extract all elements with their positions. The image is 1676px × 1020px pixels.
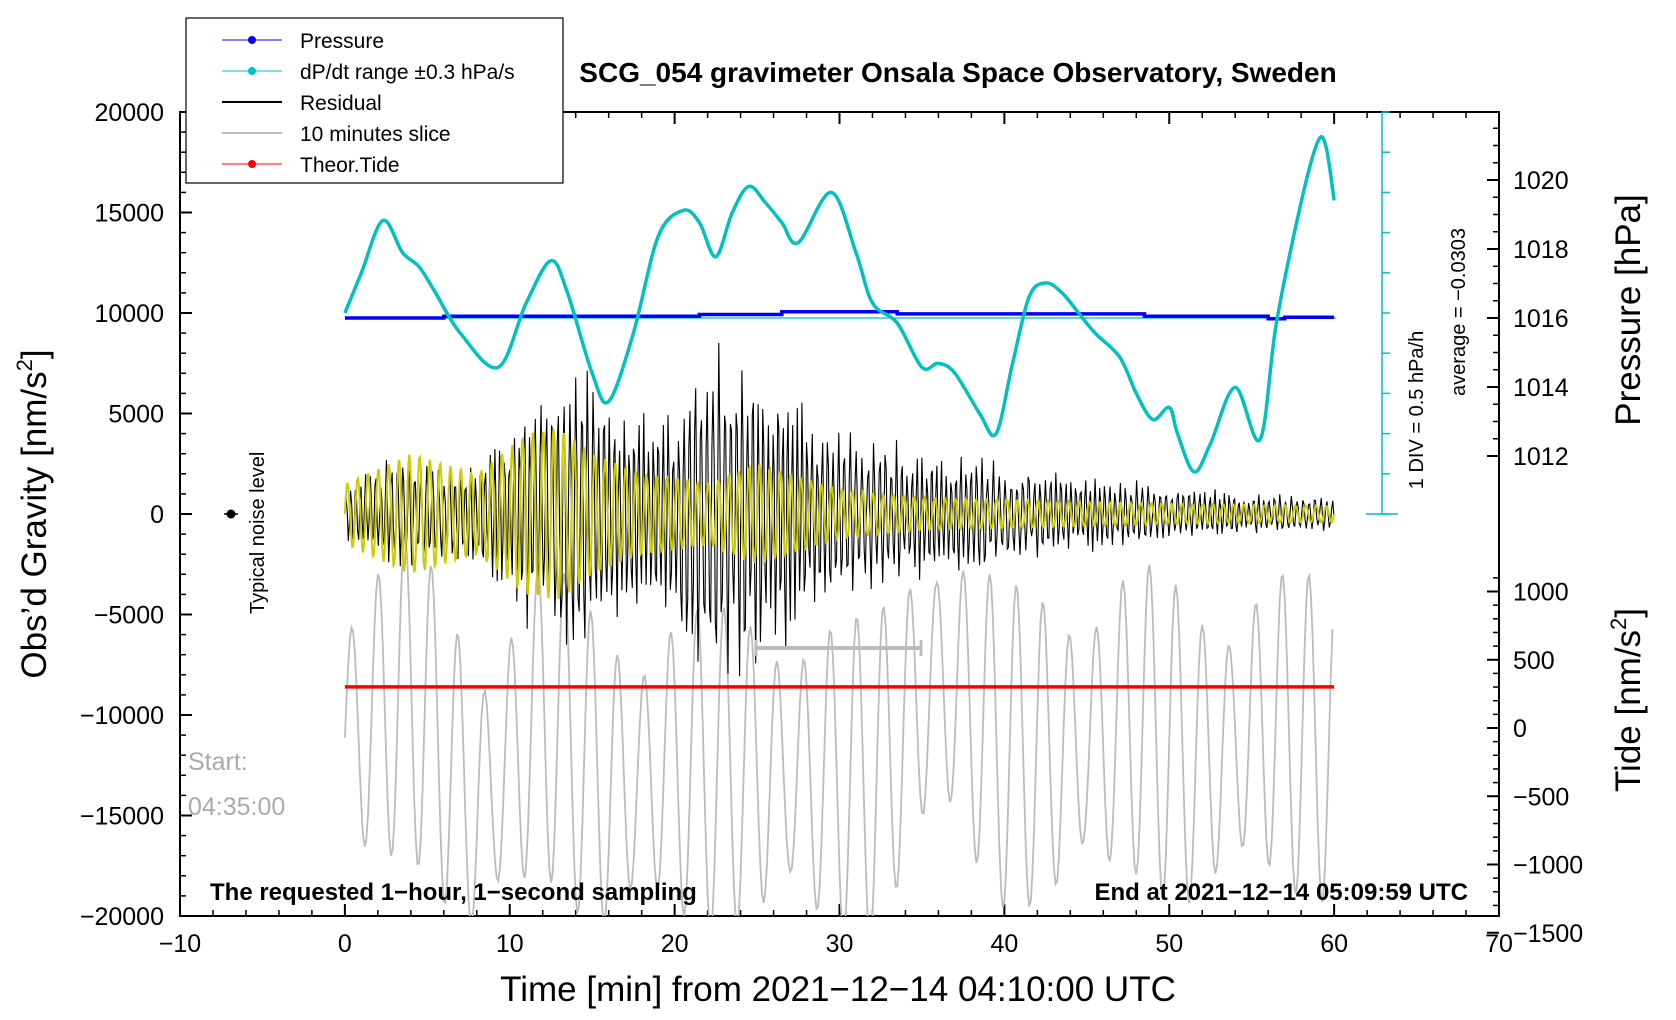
legend-item-pressure: Pressure <box>222 30 384 53</box>
legend-item-slice: 10 minutes slice <box>222 123 451 146</box>
legend-item-tide: Theor.Tide <box>222 154 400 177</box>
start-time: 04:35:00 <box>188 793 285 821</box>
x-tick-label: 60 <box>1320 930 1348 958</box>
legend-label-pressure: Pressure <box>300 30 384 53</box>
tide-tick-label: −500 <box>1513 783 1569 811</box>
x-tick-label: 40 <box>990 930 1018 958</box>
x-tick-label: 50 <box>1155 930 1183 958</box>
tide-axis-label-end: ] <box>1609 608 1648 618</box>
sampling-note: The requested 1−hour, 1−second sampling <box>210 879 697 906</box>
y-axis-gravity: 20000 15000 10000 5000 0 −5000 −10000 −15000 −20… <box>80 99 192 931</box>
filtered-series-line <box>343 428 1336 600</box>
y-tick-label: 0 <box>150 501 164 529</box>
legend: Pressure dP/dt range ±0.3 hPa/s Residual… <box>185 17 564 184</box>
y-axis-tide: 1000 500 0 −500 −1000 −1500 <box>1487 577 1583 948</box>
pressure-tick-label: 1012 <box>1513 443 1569 471</box>
x-tick-label: 20 <box>661 930 689 958</box>
scale-division-label: 1 DIV = 0.5 hPa/h <box>1406 331 1428 489</box>
y-axis-label: Obs’d Gravity [nm/s2] <box>12 349 54 678</box>
dpdt-series-line <box>343 135 1336 474</box>
x-tick-label: −10 <box>159 930 201 958</box>
y-tick-label: −15000 <box>80 803 164 831</box>
pressure-tick-label: 1016 <box>1513 305 1569 333</box>
slice-series-line <box>344 531 1334 916</box>
legend-label-tide: Theor.Tide <box>300 154 400 177</box>
y-tick-label: 20000 <box>94 99 164 127</box>
legend-label-residual: Residual <box>300 92 382 115</box>
pressure-tick-label: 1014 <box>1513 374 1569 402</box>
y-axis-label-main: Obs’d Gravity [nm/s <box>15 371 54 678</box>
tide-axis-label: Tide [nm/s2] <box>1606 608 1648 792</box>
tide-axis-label-main: Tide [nm/s <box>1609 630 1648 792</box>
y-tick-label: 5000 <box>108 401 164 429</box>
tide-tick-label: 1000 <box>1513 579 1569 607</box>
x-tick-label: 10 <box>496 930 524 958</box>
legend-item-dpdt: dP/dt range ±0.3 hPa/s <box>222 61 515 84</box>
y-axis-pressure: 1020 1018 1016 1014 1012 <box>1487 127 1569 471</box>
pressure-series-line <box>344 310 1335 321</box>
y-axis-label-sup: 2 <box>12 359 37 371</box>
pressure-axis-label: Pressure [hPa] <box>1609 194 1648 426</box>
legend-box <box>185 17 564 184</box>
x-tick-label: 30 <box>826 930 854 958</box>
x-axis: −10 0 10 20 30 40 50 60 70 <box>159 112 1513 958</box>
legend-label-slice: 10 minutes slice <box>300 123 451 146</box>
y-tick-label: −20000 <box>80 903 164 931</box>
scale-average-label: average = −0.0303 <box>1448 228 1470 396</box>
end-time-note: End at 2021−12−14 05:09:59 UTC <box>1094 879 1468 906</box>
start-label: Start: <box>188 748 248 776</box>
tide-tick-label: 0 <box>1513 715 1527 743</box>
pressure-tick-label: 1018 <box>1513 236 1569 264</box>
x-tick-label: 0 <box>338 930 352 958</box>
x-tick-label: 70 <box>1485 930 1513 958</box>
tide-axis-label-sup: 2 <box>1606 618 1631 630</box>
noise-level-label: Typical noise level <box>247 452 269 614</box>
y-tick-label: 10000 <box>94 300 164 328</box>
y-tick-label: 15000 <box>94 200 164 228</box>
legend-label-dpdt: dP/dt range ±0.3 hPa/s <box>300 61 515 84</box>
tide-tick-label: 500 <box>1513 647 1555 675</box>
y-tick-label: −5000 <box>94 602 164 630</box>
chart-title: SCG_054 gravimeter Onsala Space Observat… <box>579 57 1336 88</box>
pressure-tick-label: 1020 <box>1513 167 1569 195</box>
legend-item-residual: Residual <box>222 92 382 115</box>
y-axis-label-end: ] <box>15 349 54 359</box>
x-axis-label: Time [min] from 2021−12−14 04:10:00 UTC <box>500 970 1176 1009</box>
residual-series-line <box>344 342 1335 677</box>
tide-tick-label: −1500 <box>1513 920 1583 948</box>
y-tick-label: −10000 <box>80 702 164 730</box>
tide-tick-label: −1000 <box>1513 852 1583 880</box>
noise-level-marker <box>224 509 238 519</box>
slice-span-marker <box>754 640 923 656</box>
dpdt-scale-bar <box>1366 111 1398 515</box>
